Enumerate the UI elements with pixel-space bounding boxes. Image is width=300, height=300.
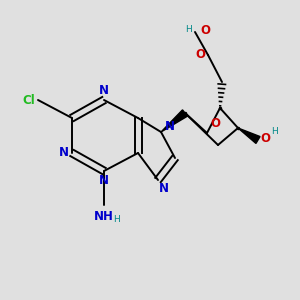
Text: NH: NH	[94, 210, 114, 223]
Text: H: H	[114, 214, 120, 224]
Text: N: N	[99, 173, 109, 187]
Text: O: O	[210, 117, 220, 130]
Text: O: O	[200, 23, 210, 37]
Text: O: O	[195, 49, 205, 62]
Text: N: N	[59, 146, 69, 160]
Polygon shape	[161, 110, 188, 132]
Text: Cl: Cl	[22, 94, 35, 106]
Text: O: O	[260, 131, 270, 145]
Text: N: N	[165, 119, 175, 133]
Text: H: H	[185, 26, 192, 34]
Polygon shape	[238, 128, 260, 143]
Text: N: N	[99, 85, 109, 98]
Text: H: H	[271, 128, 278, 136]
Text: N: N	[159, 182, 169, 194]
